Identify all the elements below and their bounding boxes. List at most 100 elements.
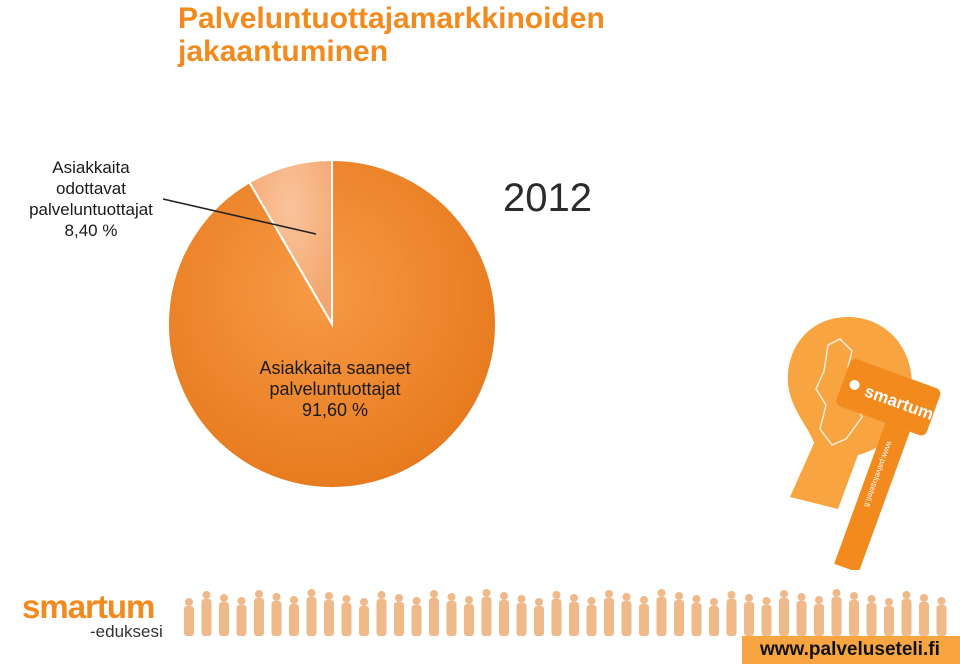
key-illustration: smartum www.palveluseteli.fi bbox=[787, 317, 941, 570]
crowd-person-body bbox=[411, 605, 422, 636]
pie-slice-waiting bbox=[248, 158, 333, 328]
crowd-silhouettes bbox=[184, 589, 947, 636]
brand-subtitle: -eduksesi bbox=[90, 622, 163, 641]
crowd-person-head bbox=[255, 590, 263, 598]
crowd-person-body bbox=[516, 603, 527, 636]
crowd-person-head bbox=[692, 595, 701, 603]
crowd-person-body bbox=[201, 599, 212, 636]
crowd-person-head bbox=[657, 589, 666, 597]
crowd-person-head bbox=[815, 596, 823, 604]
crowd-person-body bbox=[271, 601, 282, 636]
crowd-person-body bbox=[656, 597, 667, 636]
crowd-person-body bbox=[691, 603, 702, 636]
crowd-person-head bbox=[902, 591, 911, 599]
crowd-person-head bbox=[605, 590, 613, 598]
pie-slice-received bbox=[167, 158, 497, 489]
crowd-person-body bbox=[376, 599, 387, 636]
chart-title: Palveluntuottajamarkkinoiden jakaantumin… bbox=[178, 2, 605, 68]
crowd-person-head bbox=[920, 594, 928, 602]
crowd-person-head bbox=[552, 591, 561, 599]
crowd-person-head bbox=[272, 593, 281, 601]
crowd-person-body bbox=[604, 598, 614, 636]
crowd-person-head bbox=[832, 589, 841, 597]
crowd-person-head bbox=[797, 593, 806, 601]
crowd-person-body bbox=[534, 606, 544, 636]
crowd-person-head bbox=[850, 592, 858, 600]
crowd-person-body bbox=[324, 600, 334, 636]
key-tag bbox=[836, 359, 941, 436]
footer-brand: smartum -eduksesi bbox=[22, 590, 163, 642]
crowd-person-body bbox=[814, 604, 824, 636]
crowd-person-body bbox=[446, 601, 457, 636]
crowd-person-body bbox=[289, 604, 299, 636]
crowd-person-body bbox=[796, 601, 807, 636]
crowd-person-head bbox=[517, 595, 526, 603]
crowd-person-body bbox=[184, 606, 194, 636]
crowd-person-body bbox=[569, 602, 579, 636]
crowd-person-head bbox=[710, 598, 718, 606]
crowd-person-head bbox=[885, 598, 893, 606]
brand-logo: smartum bbox=[22, 588, 155, 625]
crowd-person-head bbox=[587, 597, 596, 605]
crowd-person-head bbox=[360, 598, 368, 606]
crowd-person-head bbox=[622, 593, 631, 601]
key-blade bbox=[834, 422, 910, 570]
crowd-person-body bbox=[709, 606, 719, 636]
crowd-person-head bbox=[185, 598, 193, 606]
crowd-person-head bbox=[325, 592, 333, 600]
crowd-person-body bbox=[726, 599, 737, 636]
finland-map-outline bbox=[815, 338, 863, 446]
key-bow bbox=[787, 317, 912, 509]
crowd-person-head bbox=[640, 596, 648, 604]
crowd-person-body bbox=[306, 597, 317, 636]
crowd-person-body bbox=[639, 604, 649, 636]
crowd-person-head bbox=[220, 594, 228, 602]
crowd-person-body bbox=[464, 604, 474, 636]
crowd-person-body bbox=[901, 599, 912, 636]
crowd-person-head bbox=[762, 597, 771, 605]
slice-label-received: Asiakkaita saaneet palveluntuottajat 91,… bbox=[259, 358, 411, 420]
crowd-person-head bbox=[290, 596, 298, 604]
crowd-person-head bbox=[447, 593, 456, 601]
leader-line bbox=[162, 198, 317, 235]
crowd-person-head bbox=[727, 591, 736, 599]
crowd-person-body bbox=[674, 600, 684, 636]
crowd-person-body bbox=[831, 597, 842, 636]
crowd-person-body bbox=[394, 602, 404, 636]
crowd-person-head bbox=[570, 594, 578, 602]
crowd-person-head bbox=[430, 590, 438, 598]
crowd-person-head bbox=[377, 591, 386, 599]
crowd-person-body bbox=[866, 603, 877, 636]
crowd-person-body bbox=[849, 600, 859, 636]
crowd-person-head bbox=[202, 591, 211, 599]
crowd-person-head bbox=[780, 590, 788, 598]
crowd-person-head bbox=[237, 597, 246, 605]
crowd-person-body bbox=[236, 605, 247, 636]
crowd-person-head bbox=[675, 592, 683, 600]
crowd-person-body bbox=[481, 597, 492, 636]
crowd-person-body bbox=[761, 605, 772, 636]
crowd-person-body bbox=[359, 606, 369, 636]
crowd-person-head bbox=[307, 589, 316, 597]
crowd-person-head bbox=[465, 596, 473, 604]
crowd-person-head bbox=[867, 595, 876, 603]
crowd-person-body bbox=[551, 599, 562, 636]
slice-label-waiting: Asiakkaita odottavat palveluntuottajat 8… bbox=[29, 158, 153, 240]
crowd-person-head bbox=[500, 592, 508, 600]
crowd-person-body bbox=[884, 606, 894, 636]
crowd-person-body bbox=[254, 598, 264, 636]
chart-year: 2012 bbox=[503, 176, 592, 220]
crowd-person-body bbox=[586, 605, 597, 636]
crowd-person-head bbox=[937, 597, 946, 605]
crowd-person-body bbox=[919, 602, 929, 636]
footer-url[interactable]: www.palveluseteli.fi bbox=[760, 639, 940, 660]
crowd-person-head bbox=[412, 597, 421, 605]
crowd-person-head bbox=[535, 598, 543, 606]
crowd-person-body bbox=[341, 603, 352, 636]
crowd-person-body bbox=[621, 601, 632, 636]
crowd-person-body bbox=[429, 598, 439, 636]
crowd-person-head bbox=[395, 594, 403, 602]
crowd-person-head bbox=[745, 594, 753, 602]
crowd-person-head bbox=[482, 589, 491, 597]
